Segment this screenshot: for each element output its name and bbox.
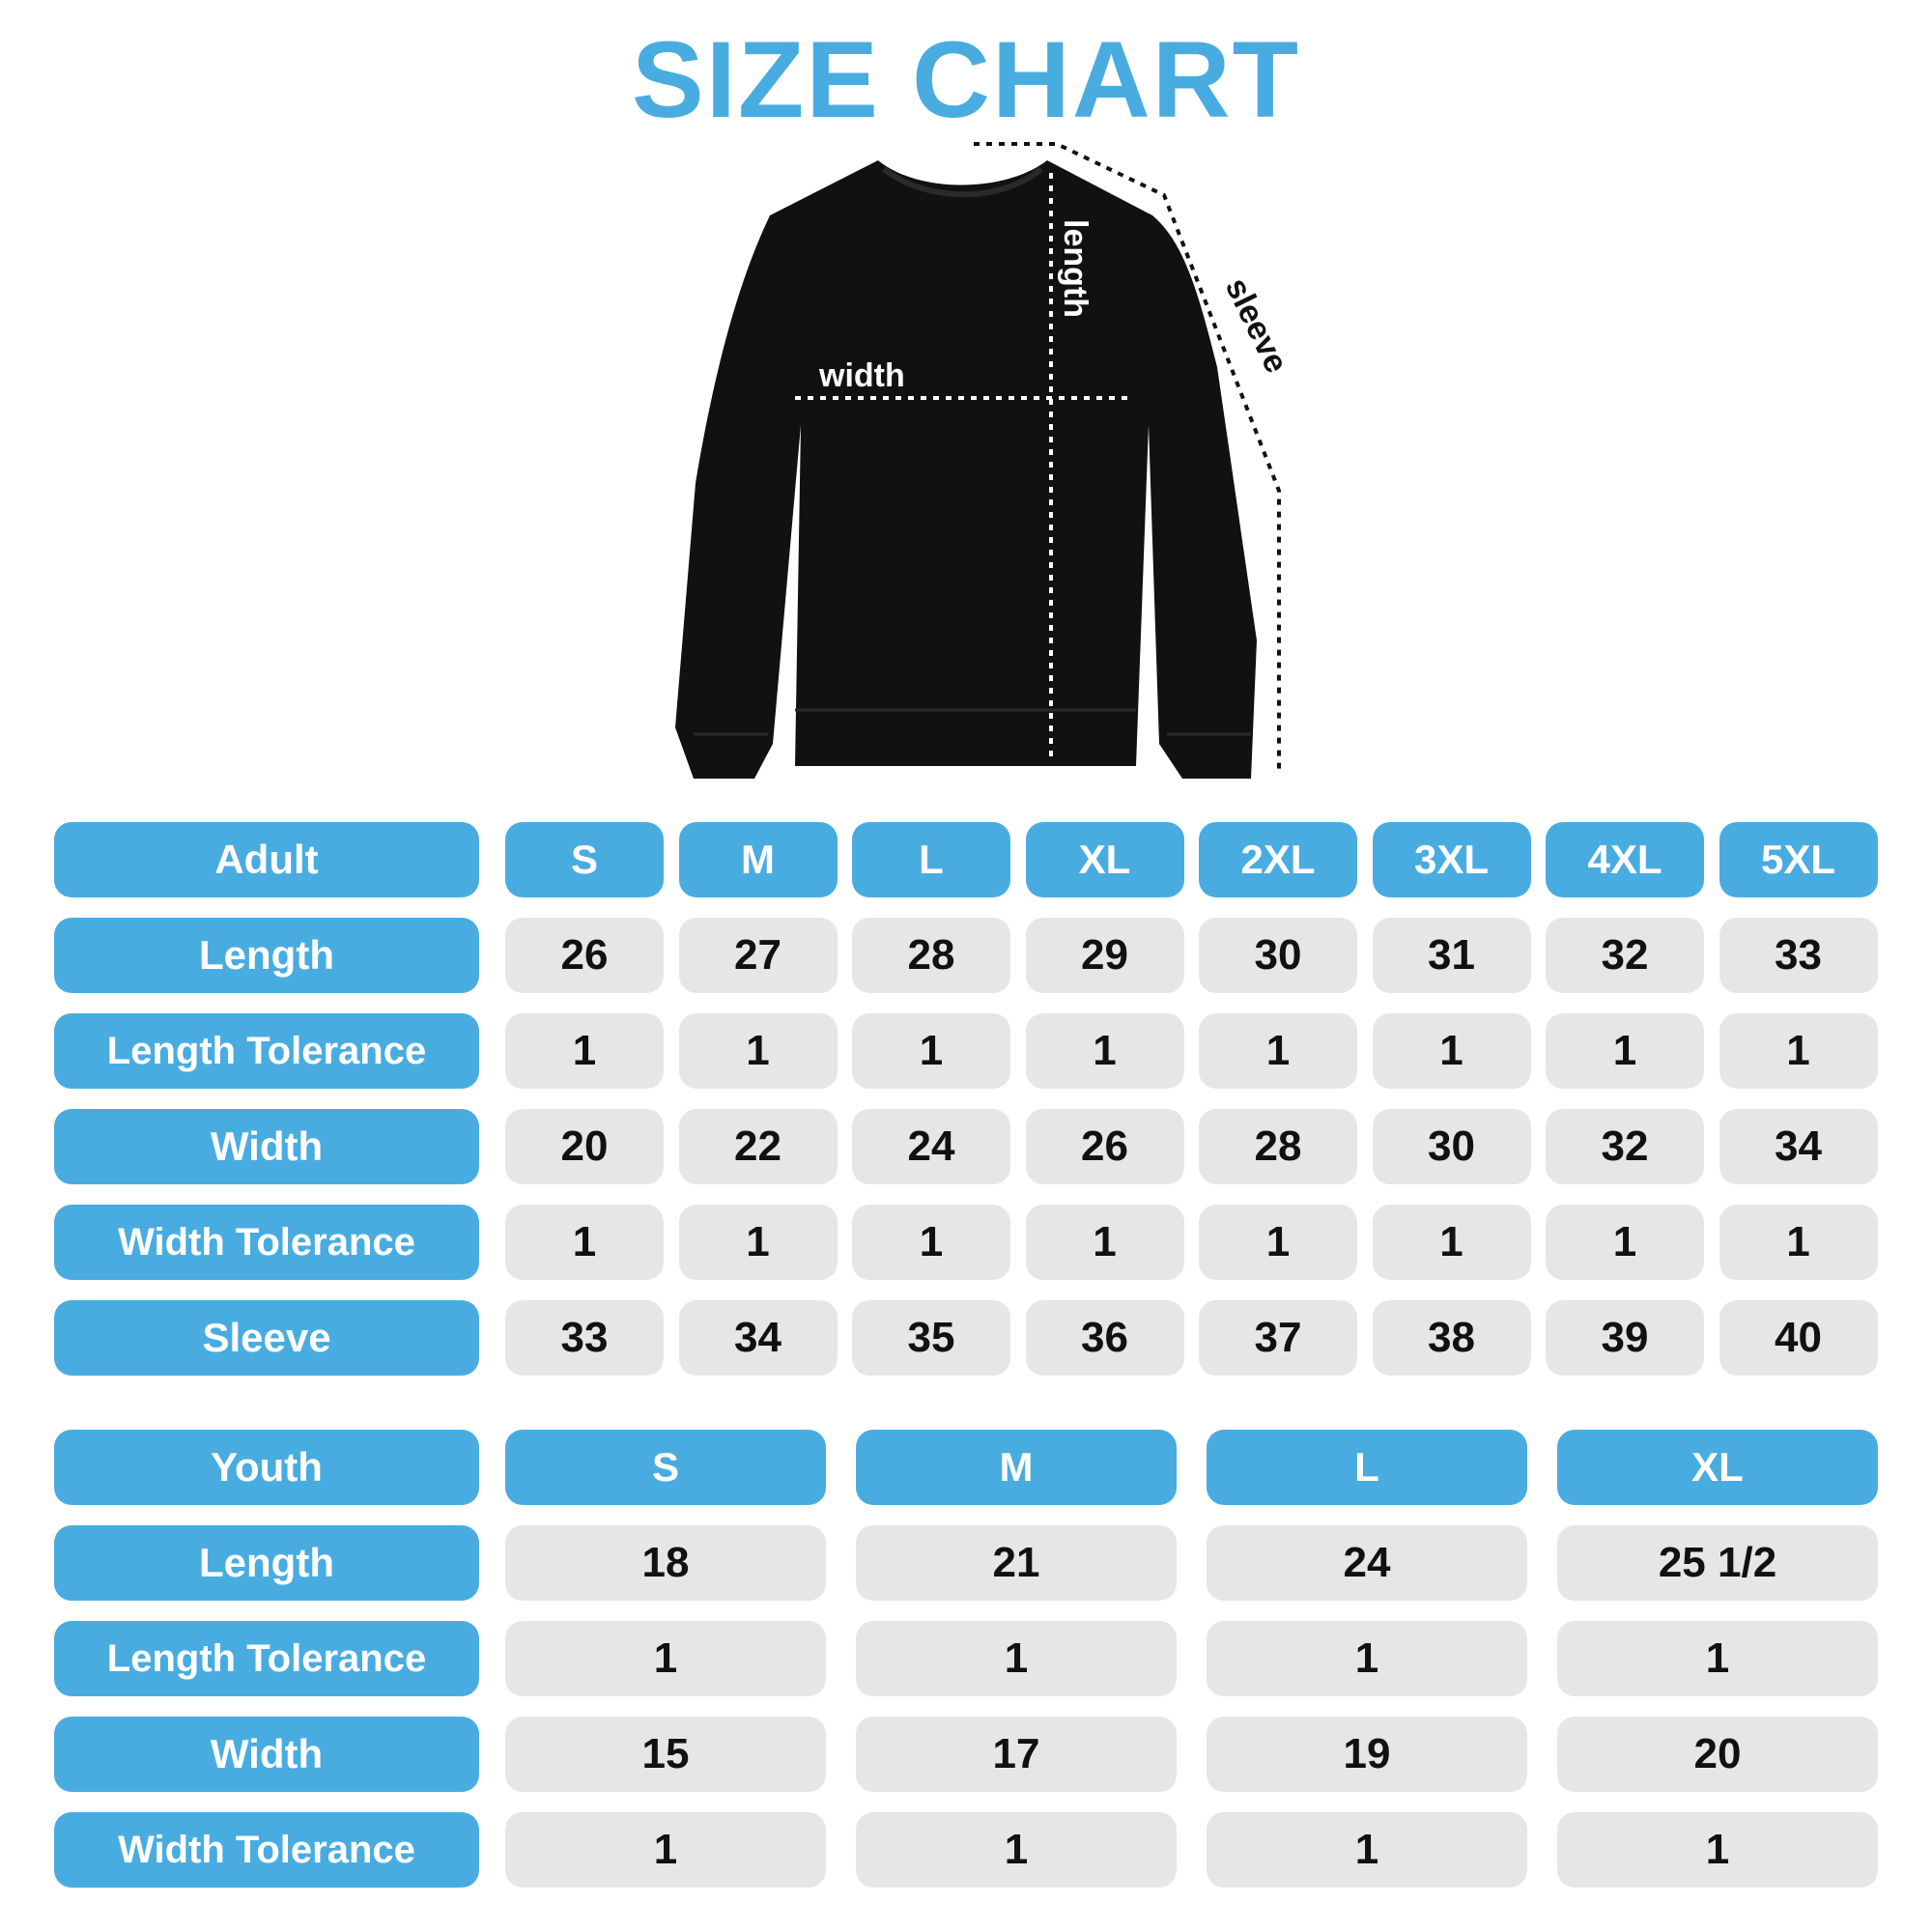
- table-cell: 15: [505, 1717, 826, 1792]
- table-cell: 21: [856, 1525, 1177, 1601]
- sweater-diagram: width length sleeve: [675, 142, 1295, 779]
- row-label-width: Width: [54, 1109, 479, 1184]
- table-cell: 18: [505, 1525, 826, 1601]
- table-cell: 36: [1025, 1300, 1184, 1376]
- table-cell: 1: [852, 1013, 1010, 1089]
- row-label-length-tolerance: Length Tolerance: [54, 1621, 479, 1696]
- table-cell: 1: [505, 1621, 826, 1696]
- row-label-width-tolerance: Width Tolerance: [54, 1205, 479, 1280]
- table-cell: 25 1/2: [1557, 1525, 1878, 1601]
- table-header-label: Youth: [54, 1430, 479, 1505]
- table-cell: 37: [1199, 1300, 1357, 1376]
- table-cell: 33: [1719, 918, 1878, 993]
- table-cell: 28: [852, 918, 1010, 993]
- table-cell: 35: [852, 1300, 1010, 1376]
- table-cell: 29: [1025, 918, 1184, 993]
- size-header-l: L: [852, 822, 1010, 897]
- table-cell: 1: [1025, 1205, 1184, 1280]
- table-cell: 20: [505, 1109, 664, 1184]
- table-cell: 1: [1199, 1013, 1357, 1089]
- row-label-length: Length: [54, 918, 479, 993]
- row-label-length-tolerance: Length Tolerance: [54, 1013, 479, 1089]
- sweater-hem: [694, 708, 1251, 736]
- table-cell: 1: [856, 1621, 1177, 1696]
- table-cell: 1: [852, 1205, 1010, 1280]
- table-cell: 1: [1025, 1013, 1184, 1089]
- table-cell: 1: [1546, 1013, 1704, 1089]
- measure-lines: [795, 142, 1281, 770]
- size-header-5xl: 5XL: [1719, 822, 1878, 897]
- page-title: SIZE CHART: [632, 19, 1300, 140]
- size-header-4xl: 4XL: [1546, 822, 1704, 897]
- table-cell: 1: [505, 1013, 664, 1089]
- size-header-m: M: [856, 1430, 1177, 1505]
- table-cell: 1: [1546, 1205, 1704, 1280]
- table-cell: 1: [1199, 1205, 1357, 1280]
- table-cell: 39: [1546, 1300, 1704, 1376]
- table-cell: 1: [1719, 1205, 1878, 1280]
- table-cell: 1: [678, 1013, 838, 1089]
- table-cell: 40: [1719, 1300, 1878, 1376]
- table-cell: 32: [1546, 918, 1704, 993]
- size-header-3xl: 3XL: [1372, 822, 1531, 897]
- table-cell: 26: [1025, 1109, 1184, 1184]
- row-label-width-tolerance: Width Tolerance: [54, 1812, 479, 1888]
- table-cell: 34: [1719, 1109, 1878, 1184]
- size-header-m: M: [678, 822, 838, 897]
- table-cell: 20: [1557, 1717, 1878, 1792]
- table-cell: 17: [856, 1717, 1177, 1792]
- size-header-2xl: 2XL: [1199, 822, 1357, 897]
- row-label-length: Length: [54, 1525, 479, 1601]
- sweater-body: [675, 160, 1257, 779]
- table-cell: 1: [1207, 1812, 1527, 1888]
- size-header-s: S: [505, 822, 664, 897]
- table-cell: 38: [1372, 1300, 1531, 1376]
- table-cell: 33: [505, 1300, 664, 1376]
- table-cell: 1: [678, 1205, 838, 1280]
- table-cell: 24: [852, 1109, 1010, 1184]
- table-cell: 22: [678, 1109, 838, 1184]
- sweater-collar: [882, 166, 1043, 198]
- table-cell: 1: [1372, 1205, 1531, 1280]
- table-cell: 30: [1199, 918, 1357, 993]
- table-cell: 31: [1372, 918, 1531, 993]
- table-cell: 1: [856, 1812, 1177, 1888]
- length-label: length: [1057, 219, 1094, 318]
- table-cell: 19: [1207, 1717, 1527, 1792]
- table-cell: 1: [505, 1205, 664, 1280]
- size-header-xl: XL: [1557, 1430, 1878, 1505]
- table-cell: 1: [1557, 1812, 1878, 1888]
- table-cell: 1: [1372, 1013, 1531, 1089]
- table-cell: 24: [1207, 1525, 1527, 1601]
- size-header-s: S: [505, 1430, 826, 1505]
- table-cell: 30: [1372, 1109, 1531, 1184]
- row-label-width: Width: [54, 1717, 479, 1792]
- table-cell: 34: [678, 1300, 838, 1376]
- sleeve-line: [974, 142, 1281, 770]
- table-cell: 1: [1557, 1621, 1878, 1696]
- table-cell: 1: [505, 1812, 826, 1888]
- table-cell: 26: [505, 918, 664, 993]
- table-cell: 27: [678, 918, 838, 993]
- table-header-label: Adult: [54, 822, 479, 897]
- size-header-l: L: [1207, 1430, 1527, 1505]
- size-header-xl: XL: [1025, 822, 1184, 897]
- width-label: width: [818, 357, 905, 394]
- row-label-sleeve: Sleeve: [54, 1300, 479, 1376]
- table-cell: 32: [1546, 1109, 1704, 1184]
- table-cell: 1: [1207, 1621, 1527, 1696]
- table-cell: 1: [1719, 1013, 1878, 1089]
- table-cell: 28: [1199, 1109, 1357, 1184]
